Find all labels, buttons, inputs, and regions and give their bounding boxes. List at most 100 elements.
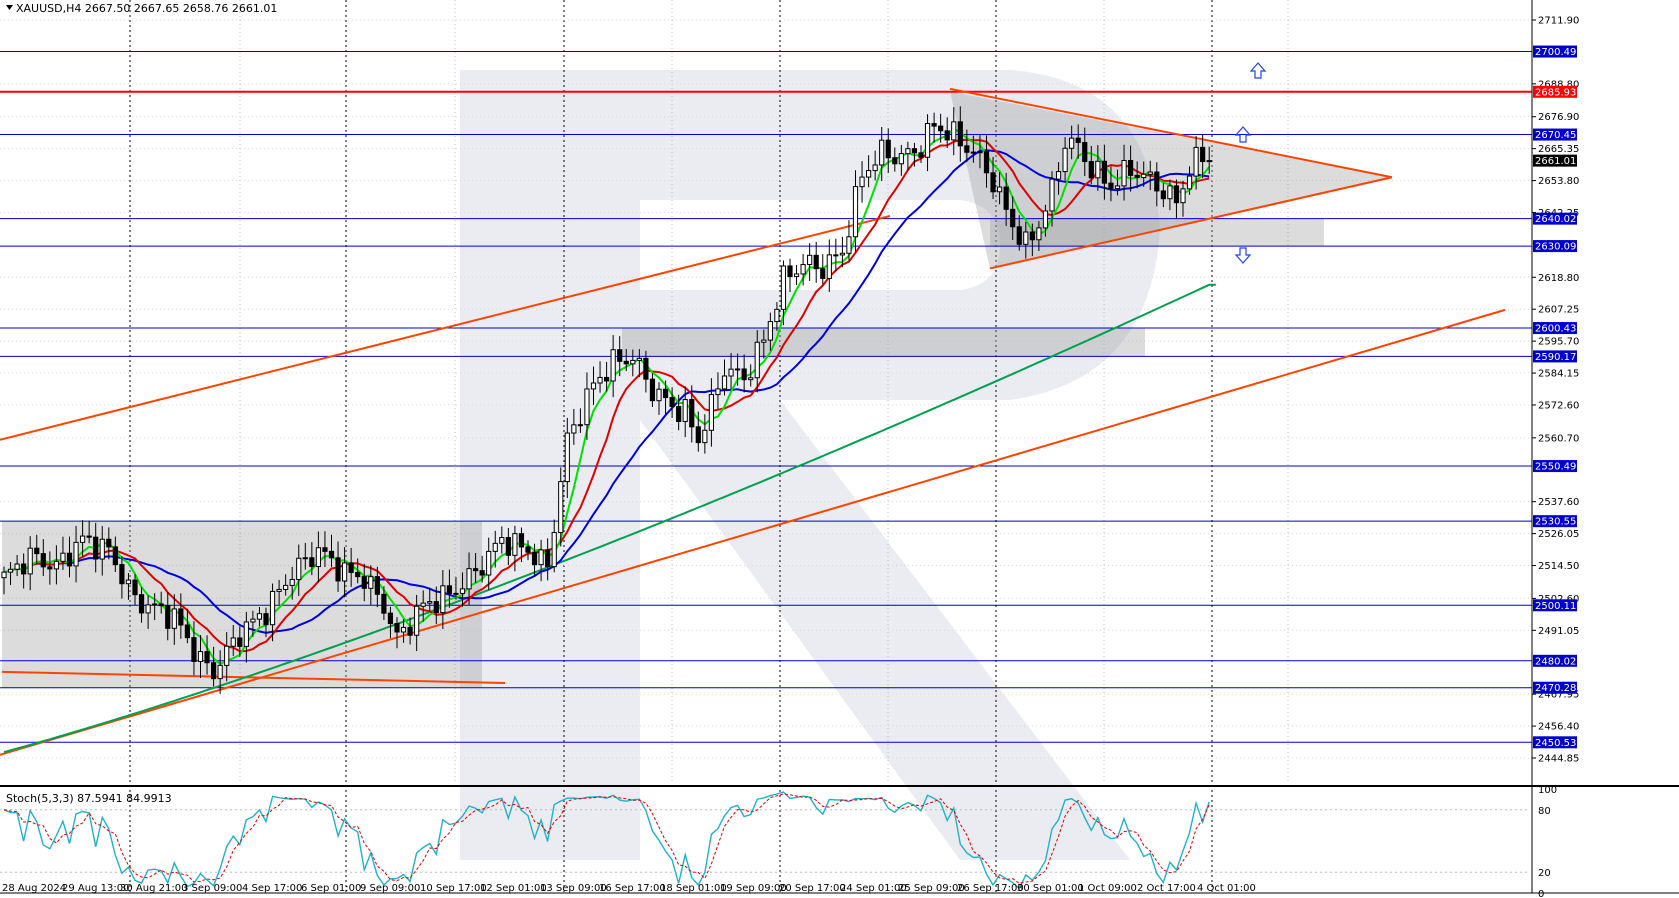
- candle-body: [256, 613, 263, 620]
- candle-body: [197, 651, 204, 662]
- candle-body: [538, 549, 544, 566]
- candle-body: [1062, 147, 1068, 173]
- candle-body: [440, 585, 446, 614]
- candle-body: [145, 604, 151, 614]
- candle-body: [793, 273, 800, 278]
- stoch-tick-label: 100: [1538, 785, 1557, 796]
- candle-body: [656, 388, 662, 402]
- candle-body: [106, 538, 112, 548]
- candle-body: [695, 426, 701, 444]
- candle-body: [14, 563, 20, 570]
- level-price-tag: [1533, 128, 1577, 141]
- candle-body: [80, 535, 86, 543]
- candle-body: [944, 130, 950, 141]
- candle-body: [525, 546, 531, 553]
- level-price-tag: [1533, 85, 1577, 98]
- time-tick-label: 30 Sep 01:00: [1017, 883, 1084, 894]
- candle-body: [387, 612, 394, 625]
- price-tick-label: 2653.80: [1538, 176, 1579, 187]
- candle-body: [1010, 208, 1016, 228]
- candle-body: [459, 588, 466, 594]
- candle-body: [931, 123, 937, 127]
- price-tick-label: 2584.15: [1538, 369, 1579, 380]
- arrow-down-icon: [1234, 247, 1252, 264]
- collapse-triangle-icon[interactable]: [6, 5, 13, 10]
- time-tick-label: 25 Sep 09:00: [898, 883, 965, 894]
- candle-body: [1167, 185, 1173, 200]
- candle-body: [466, 568, 472, 590]
- time-tick-label: 18 Sep 01:00: [660, 883, 727, 894]
- level-price-tag: [1533, 654, 1577, 667]
- time-tick-label: 24 Sep 01:00: [840, 883, 907, 894]
- candle-body: [40, 553, 46, 568]
- candle-body: [774, 308, 780, 323]
- stoch-label: Stoch(5,3,3) 87.5941 84.9913: [6, 792, 172, 805]
- candle-body: [348, 562, 354, 573]
- candle-body: [315, 547, 321, 568]
- candle-body: [60, 552, 66, 562]
- candle-body: [676, 406, 682, 423]
- zone-september: [622, 328, 1145, 357]
- candle-body: [93, 536, 99, 560]
- candle-body: [689, 399, 695, 428]
- candle-body: [125, 579, 132, 585]
- candle-body: [1095, 160, 1101, 179]
- arrow-up-icon: [1249, 62, 1267, 79]
- candle-body: [662, 388, 669, 399]
- candle-body: [1200, 146, 1206, 163]
- candle-body: [269, 590, 276, 626]
- candle-body: [1, 571, 7, 579]
- candle-body: [499, 537, 505, 544]
- level-price-label: 2590.17: [1535, 352, 1576, 363]
- candle-body: [420, 602, 426, 607]
- candle-body: [741, 368, 747, 381]
- candle-body: [1036, 227, 1042, 241]
- candle-body: [224, 645, 230, 666]
- candle-body: [184, 624, 191, 639]
- level-price-tag: [1533, 736, 1577, 749]
- candle-body: [558, 481, 564, 534]
- candle-body: [669, 397, 675, 408]
- candle-body: [780, 265, 787, 310]
- ma-blue-line: [3, 149, 1210, 634]
- candle-body: [964, 145, 970, 153]
- stochastic-oscillator: [0, 785, 1679, 890]
- candle-body: [636, 357, 642, 361]
- candle-body: [820, 268, 826, 279]
- candle-body: [342, 562, 348, 582]
- time-tick-label: 12 Sep 01:00: [480, 883, 547, 894]
- candle-body: [237, 637, 243, 647]
- candle-body: [590, 382, 597, 390]
- candle-body: [86, 535, 92, 538]
- candle-body: [1147, 171, 1153, 175]
- candle-body: [446, 585, 452, 595]
- stoch-tick-label: 20: [1538, 868, 1551, 879]
- candle-body: [368, 576, 374, 589]
- level-price-tag: [1533, 460, 1577, 473]
- candle-body: [584, 388, 590, 426]
- level-price-label: 2640.02: [1535, 214, 1576, 225]
- candle-body: [983, 151, 990, 174]
- time-tick-label: 28 Aug 2024: [2, 883, 66, 894]
- level-price-label: 2670.45: [1535, 130, 1576, 141]
- candle-body: [400, 626, 407, 633]
- chart-header: XAUUSD,H4 2667.50 2667.65 2658.76 2661.0…: [6, 2, 277, 15]
- candle-body: [623, 360, 629, 365]
- candle-body: [866, 170, 872, 178]
- candle-body: [702, 429, 708, 444]
- candle-body: [1121, 160, 1127, 187]
- candle-body: [938, 125, 944, 132]
- candle-body: [518, 533, 525, 548]
- candle-body: [1016, 226, 1022, 245]
- price-tick-label: 2665.35: [1538, 144, 1579, 155]
- candle-body: [328, 550, 335, 559]
- candle-body: [335, 557, 341, 582]
- consolidation-zones: [2, 91, 1392, 688]
- candle-body: [748, 377, 754, 381]
- candle-body: [918, 152, 924, 158]
- candles: [1, 106, 1212, 694]
- candle-body: [617, 349, 623, 362]
- symbol-label: XAUUSD,H4 2667.50 2667.65 2658.76 2661.0…: [16, 2, 277, 15]
